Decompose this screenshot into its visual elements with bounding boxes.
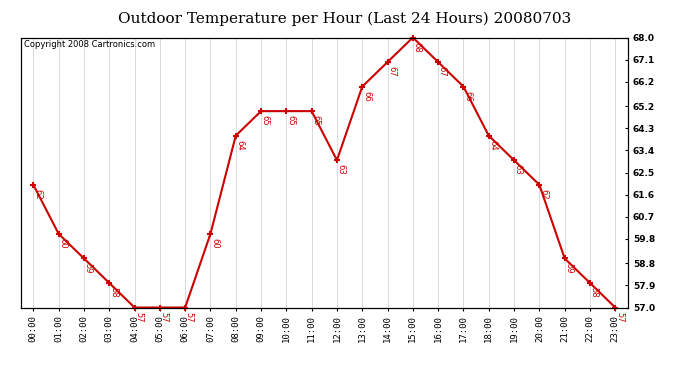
Text: 63: 63: [337, 164, 346, 175]
Text: 64: 64: [235, 140, 244, 150]
Text: 59: 59: [564, 262, 573, 273]
Text: 57: 57: [185, 312, 194, 322]
Text: Outdoor Temperature per Hour (Last 24 Hours) 20080703: Outdoor Temperature per Hour (Last 24 Ho…: [119, 11, 571, 26]
Text: 66: 66: [362, 91, 371, 102]
Text: 57: 57: [159, 312, 168, 322]
Text: 63: 63: [514, 164, 523, 175]
Text: 65: 65: [311, 115, 320, 126]
Text: Copyright 2008 Cartronics.com: Copyright 2008 Cartronics.com: [23, 40, 155, 49]
Text: 68: 68: [413, 42, 422, 53]
Text: 58: 58: [109, 287, 118, 298]
Text: 57: 57: [615, 312, 624, 322]
Text: 65: 65: [261, 115, 270, 126]
Text: 60: 60: [59, 238, 68, 249]
Text: 62: 62: [33, 189, 42, 200]
Text: 60: 60: [210, 238, 219, 249]
Text: 64: 64: [489, 140, 497, 150]
Text: 67: 67: [387, 66, 396, 77]
Text: 67: 67: [438, 66, 447, 77]
Text: 57: 57: [135, 312, 144, 322]
Text: 59: 59: [83, 262, 92, 273]
Text: 62: 62: [539, 189, 548, 200]
Text: 58: 58: [590, 287, 599, 298]
Text: 66: 66: [463, 91, 472, 102]
Text: 65: 65: [286, 115, 295, 126]
